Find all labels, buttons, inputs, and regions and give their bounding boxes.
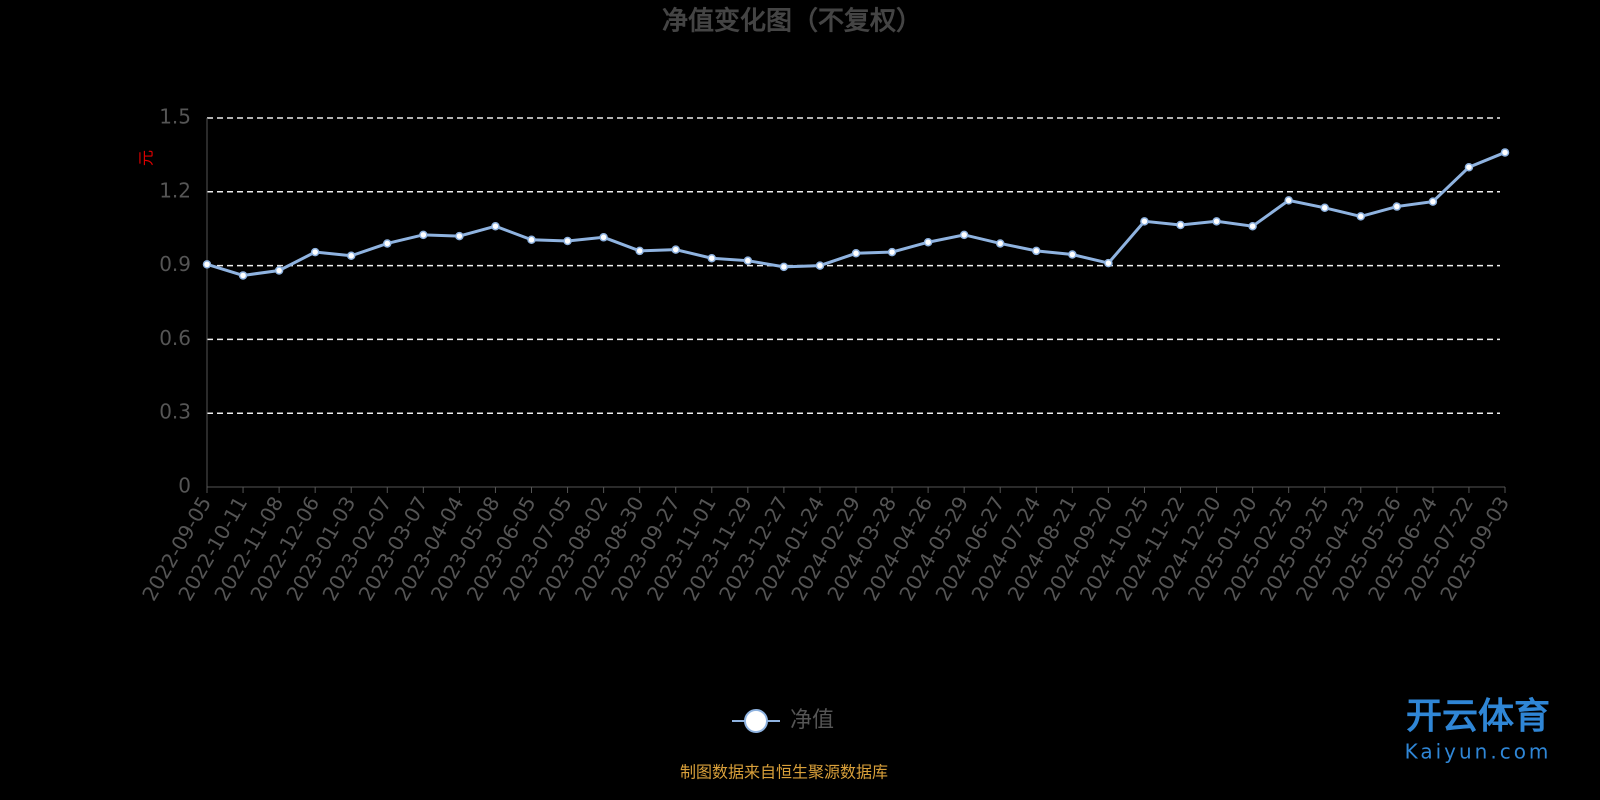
data-point <box>455 231 464 241</box>
data-point <box>635 246 644 256</box>
y-tick-label: 1.5 <box>159 105 191 129</box>
data-point <box>419 230 428 240</box>
data-point <box>671 245 680 254</box>
data-point <box>743 256 753 265</box>
data-point <box>959 230 969 240</box>
data-point <box>707 253 717 263</box>
data-point <box>1500 148 1510 157</box>
data-point <box>1320 203 1329 213</box>
data-point <box>1284 196 1293 205</box>
y-tick-label: 0 <box>178 474 191 498</box>
data-point <box>274 266 284 275</box>
data-point <box>310 247 320 257</box>
data-point <box>563 236 572 246</box>
chart-title: 净值变化图（不复权） <box>662 6 922 37</box>
data-point <box>1068 250 1077 259</box>
data-point <box>383 239 392 248</box>
watermark-url: Kaiyun.com <box>1405 740 1552 764</box>
y-tick-label: 0.9 <box>159 252 191 276</box>
data-point <box>599 233 608 242</box>
legend-marker <box>744 709 768 733</box>
data-point <box>1212 217 1221 226</box>
y-tick-label: 0.6 <box>159 326 191 350</box>
data-point <box>202 260 212 269</box>
data-point <box>1392 202 1402 211</box>
data-point <box>995 239 1005 248</box>
data-point <box>923 237 933 247</box>
data-point <box>887 247 897 257</box>
y-tick-label: 1.2 <box>159 178 191 202</box>
data-point <box>1248 221 1257 231</box>
data-point <box>815 261 825 270</box>
data-point <box>851 249 861 258</box>
y-axis-label: 元 <box>137 150 156 166</box>
data-point <box>1140 217 1149 226</box>
data-point <box>1104 258 1113 268</box>
legend-label: 净值 <box>790 708 834 733</box>
data-point <box>1428 197 1438 206</box>
data-point <box>491 221 500 231</box>
y-tick-label: 0.3 <box>159 400 191 424</box>
source-note: 制图数据来自恒生聚源数据库 <box>680 763 888 782</box>
data-point <box>1032 246 1041 256</box>
data-point <box>346 251 356 261</box>
data-point <box>527 235 536 245</box>
data-point <box>238 271 248 280</box>
data-point <box>1176 220 1185 230</box>
data-point <box>1464 162 1474 172</box>
watermark: 开云体育 <box>1406 696 1550 737</box>
data-point <box>1356 212 1366 221</box>
data-point <box>779 262 789 272</box>
